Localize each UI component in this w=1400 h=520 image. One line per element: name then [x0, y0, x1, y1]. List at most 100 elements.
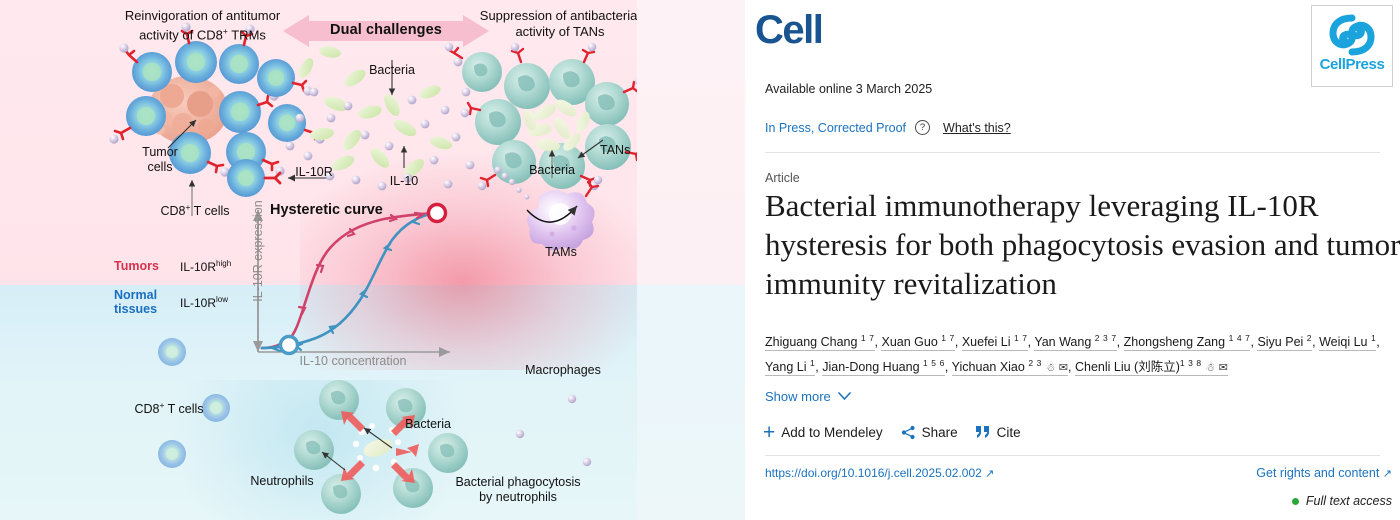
add-to-mendeley-button[interactable]: + Add to Mendeley [763, 420, 883, 444]
label-bacteria-tans: Bacteria [529, 163, 575, 177]
cd8-t-cells-bottom [158, 338, 230, 468]
zone-tag-tumors: Tumors [114, 259, 159, 273]
abstract-gutter-top [637, 0, 745, 285]
available-online-date: Available online 3 March 2025 [765, 82, 933, 96]
author-item[interactable]: Chenli Liu (刘陈立)1 3 8 ☃ ✉ [1074, 358, 1228, 377]
label-macrophages: Macrophages [525, 363, 601, 377]
article-kind-label: Article [765, 171, 800, 185]
envelope-icon[interactable]: ✉ [1058, 362, 1069, 375]
label-bacteria-top: Bacteria [369, 63, 415, 77]
label-bacteria-bottom: Bacteria [405, 417, 451, 431]
cellpress-logo[interactable]: CellPress [1311, 5, 1393, 87]
label-phagocytosis: Bacterial phagocytosis by neutrophils [455, 475, 581, 504]
cd8-t-cell-group-top [109, 22, 331, 197]
chevron-down-icon [837, 392, 851, 401]
get-rights-label: Get rights and content [1256, 466, 1380, 480]
abstract-gutter-bottom [637, 285, 745, 520]
bacteria-pointer-bottom [363, 427, 393, 449]
quote-icon [975, 426, 991, 439]
dual-challenges-label: Dual challenges [330, 22, 442, 38]
arrow-head-left [283, 15, 309, 47]
show-more-label: Show more [765, 389, 831, 404]
add-to-mendeley-label: Add to Mendeley [781, 425, 883, 440]
zone-state-normal: IL-10Rlow [180, 295, 229, 310]
tumor-cells-pointer [167, 119, 197, 149]
person-icon[interactable]: ☃ [1045, 362, 1056, 375]
il10r-reference-cell [227, 159, 282, 197]
doi-link[interactable]: https://doi.org/10.1016/j.cell.2025.02.0… [765, 466, 994, 480]
divider-top [765, 152, 1380, 153]
engulfed-bacteria [523, 99, 590, 152]
hysteresis-chart: Hysteretic curve IL-10R expression IL-10… [242, 196, 482, 376]
cell-journal-logo[interactable]: Cell [755, 8, 824, 52]
arrow-bar [307, 21, 465, 41]
access-status: Full text access [1291, 494, 1392, 508]
label-tumor-cells: Tumor cells [142, 145, 178, 174]
divider-bottom [765, 455, 1380, 456]
share-label: Share [921, 425, 958, 440]
cellpress-mark-icon [1329, 14, 1375, 56]
external-link-icon: ↗ [985, 468, 995, 480]
page-title: Bacterial immunotherapy leveraging IL-10… [765, 188, 1400, 301]
author-item[interactable]: Siyu Pei 2 [1257, 333, 1313, 352]
il10-particle-field [285, 57, 485, 191]
plus-icon: + [763, 420, 776, 444]
label-neutrophils: Neutrophils [250, 474, 314, 488]
zone-tag-normal: Normal tissues [114, 288, 158, 316]
label-il10r: IL-10R [295, 165, 333, 179]
author-item[interactable]: Yang Li 1 [765, 358, 816, 377]
show-more-toggle[interactable]: Show more [765, 389, 851, 404]
tam-macrophage [494, 166, 603, 251]
low-state-node [278, 334, 300, 356]
label-tans: TANs [600, 143, 631, 157]
arrow-head-right [463, 15, 489, 47]
author-item[interactable]: Zhongsheng Zang 1 4 7 [1123, 333, 1251, 352]
author-item[interactable]: Yan Wang 2 3 7 [1034, 333, 1117, 352]
abstract-art-layer [109, 22, 647, 514]
hysteresis-plot-graphics [252, 202, 450, 358]
phagocytosis-group [294, 380, 468, 514]
author-item[interactable]: Jian-Dong Huang 1 5 6 [822, 358, 945, 377]
access-status-label: Full text access [1305, 494, 1392, 508]
attack-arrows [341, 411, 419, 483]
cite-button[interactable]: Cite [975, 425, 1021, 440]
high-state-node [426, 202, 448, 224]
graphical-abstract[interactable]: Tumors IL-10Rhigh Normal tissues IL-10Rl… [0, 0, 745, 520]
graphical-abstract-canvas: Tumors IL-10Rhigh Normal tissues IL-10Rl… [0, 0, 745, 520]
label-tams: TAMs [545, 245, 577, 259]
heading-right: Suppression of antibacterial activity of… [479, 8, 641, 39]
cellpress-wordmark: CellPress [1319, 56, 1385, 73]
whats-this-link[interactable]: What's this? [943, 120, 1011, 135]
author-item[interactable]: Xuefei Li 1 7 [961, 333, 1028, 352]
neutrophils-pointer [321, 451, 346, 471]
proof-status-row: In Press, Corrected Proof ? What's this? [765, 120, 1011, 135]
share-button[interactable]: Share [901, 425, 958, 440]
label-cd8-top: CD8+ T cells [160, 202, 230, 219]
proof-status-link[interactable]: In Press, Corrected Proof [765, 120, 907, 135]
tans-pointer [577, 139, 604, 159]
chart-ylabel: IL-10R expression [251, 200, 265, 302]
chart-xlabel: IL-10 concentration [299, 354, 407, 368]
doi-text: https://doi.org/10.1016/j.cell.2025.02.0… [765, 466, 982, 480]
chart-title: Hysteretic curve [270, 202, 383, 218]
free-bacteria-field [298, 46, 453, 177]
help-icon[interactable]: ? [915, 120, 931, 135]
heading-left: Reinvigoration of antitumor activity of … [124, 8, 281, 42]
author-item[interactable]: Yichuan Xiao 2 3 ☃ ✉ [951, 358, 1069, 377]
get-rights-link[interactable]: Get rights and content ↗ [1256, 466, 1392, 480]
label-il10: IL-10 [389, 174, 419, 188]
status-dot-icon [1291, 497, 1299, 505]
person-icon[interactable]: ☃ [1205, 362, 1216, 375]
author-item[interactable]: Xuan Guo 1 7 [881, 333, 955, 352]
envelope-icon[interactable]: ✉ [1218, 362, 1228, 375]
author-item[interactable]: Weiqi Lu 1 [1319, 333, 1377, 352]
author-list: Zhiguang Chang 1 7, Xuan Guo 1 7, Xuefei… [765, 333, 1380, 377]
label-cd8-bottom: CD8+ T cells [134, 400, 204, 417]
author-item[interactable]: Zhiguang Chang 1 7 [765, 333, 875, 352]
dual-challenges-banner: Dual challenges [283, 10, 489, 52]
external-link-icon: ↗ [1382, 468, 1392, 480]
zone-state-tumors: IL-10Rhigh [180, 259, 232, 274]
tumor-cell-mass [148, 76, 228, 146]
action-bar: + Add to Mendeley Share [763, 420, 1021, 444]
